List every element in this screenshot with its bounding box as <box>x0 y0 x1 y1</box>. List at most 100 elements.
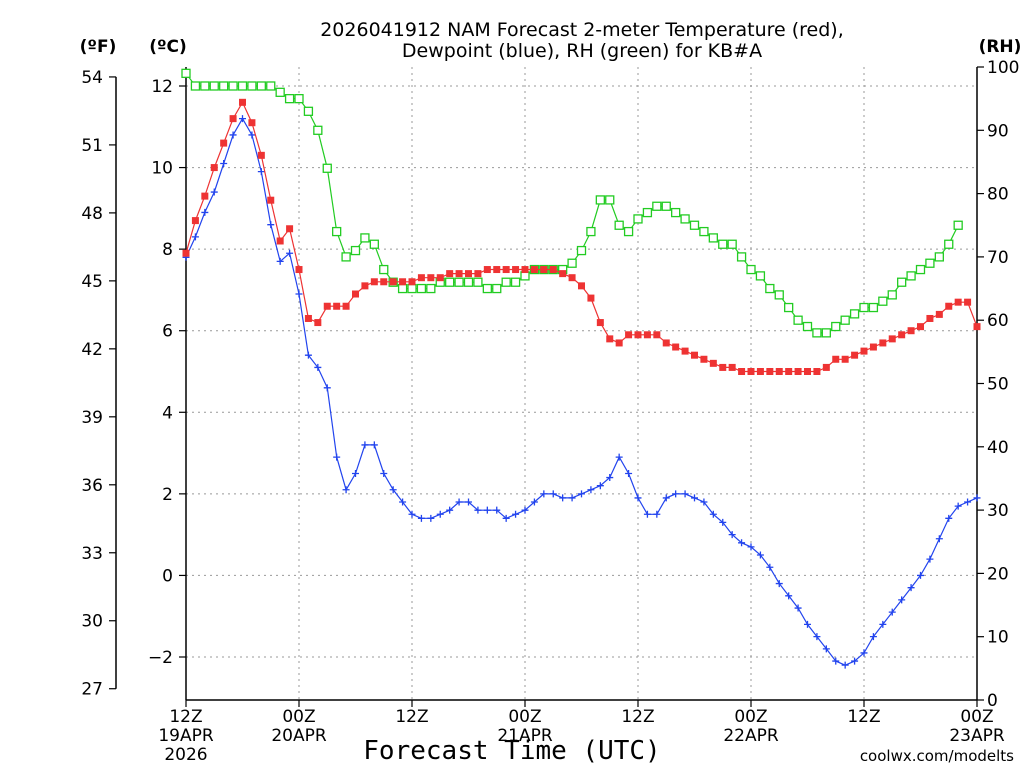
dewpoint-point <box>606 474 614 482</box>
dewpoint-point <box>681 490 689 498</box>
dewpoint-point <box>549 490 557 498</box>
temperature-point <box>841 355 849 363</box>
dewpoint-point <box>662 494 670 502</box>
rh-point <box>322 163 332 173</box>
dewpoint-line <box>185 117 978 666</box>
temperature-point <box>352 290 359 298</box>
dewpoint-point <box>483 506 491 514</box>
temperature-point <box>267 196 275 204</box>
dewpoint-point <box>869 633 877 641</box>
rh-tick-label: 20 <box>987 564 1009 584</box>
temperature-point <box>493 266 501 274</box>
dewpoint-point <box>267 221 275 229</box>
time-tick-label-hour: 12Z <box>847 707 880 727</box>
dewpoint-point <box>201 208 209 216</box>
rh-point <box>718 239 728 249</box>
time-tick-label-hour: 00Z <box>282 707 315 727</box>
dewpoint-point <box>417 514 425 522</box>
rh-point <box>209 81 219 91</box>
dewpoint-point <box>907 584 915 592</box>
rh-point <box>275 87 285 97</box>
dewpoint-point <box>295 290 303 298</box>
time-tick-label-date: 19APR <box>158 726 214 746</box>
dewpoint-point <box>323 384 331 392</box>
dewpoint-point <box>813 633 821 641</box>
dewpoint-point <box>436 510 444 518</box>
temperature-point <box>408 278 416 286</box>
dewpoint-point <box>785 592 793 600</box>
rh-point <box>605 195 615 205</box>
dewpoint-series <box>182 115 981 669</box>
dewpoint-point <box>709 510 717 518</box>
rh-point <box>510 277 521 287</box>
rh-point <box>915 264 926 275</box>
dewpoint-point <box>191 233 199 241</box>
temperature-point <box>455 270 463 278</box>
rh-point <box>379 264 389 275</box>
temperature-point <box>596 319 604 327</box>
rh-point <box>313 125 323 135</box>
temperature-point <box>389 278 397 286</box>
temperature-point <box>851 351 859 359</box>
celsius-tick-label: 6 <box>162 322 173 342</box>
dewpoint-point <box>408 510 416 518</box>
temperature-point <box>559 270 567 278</box>
temperature-point <box>549 266 557 274</box>
dewpoint-point <box>465 498 472 506</box>
dewpoint-point <box>653 510 661 518</box>
temperature-point <box>276 237 284 245</box>
temperature-series <box>182 98 981 375</box>
temperature-point <box>512 266 520 274</box>
dewpoint-point <box>719 518 727 526</box>
time-tick-label-hour: 00Z <box>508 707 541 727</box>
fahrenheit-tick-label: 27 <box>81 680 103 700</box>
temperature-point <box>361 282 369 290</box>
dewpoint-point <box>248 131 256 139</box>
rh-point <box>190 81 201 91</box>
fahrenheit-tick-label: 30 <box>81 612 103 632</box>
rh-point <box>256 81 266 91</box>
temperature-point <box>917 323 924 331</box>
rh-point <box>708 233 718 243</box>
temperature-point <box>436 274 444 282</box>
rh-point <box>727 239 737 249</box>
dewpoint-point <box>888 608 896 616</box>
rh-point <box>887 290 897 300</box>
temperature-point <box>860 347 868 355</box>
time-tick-label-date: 22APR <box>723 726 779 746</box>
temperature-point <box>578 282 585 290</box>
temperature-point <box>304 314 312 322</box>
temperature-point <box>822 363 830 371</box>
rh-point <box>407 283 417 294</box>
dewpoint-point <box>276 257 284 265</box>
temperature-point <box>229 115 237 123</box>
chart-title-line2: Dewpoint (blue), RH (green) for KB#A <box>402 40 762 62</box>
dewpoint-point <box>512 510 520 518</box>
time-tick-label-hour: 00Z <box>960 707 993 727</box>
temperature-point <box>945 302 953 310</box>
dewpoint-point <box>728 531 736 539</box>
temperature-point <box>483 266 491 274</box>
temperature-point <box>634 331 642 339</box>
dewpoint-point <box>239 115 246 123</box>
dewpoint-point <box>333 453 341 461</box>
dewpoint-point <box>615 453 623 461</box>
temperature-point <box>832 355 840 363</box>
dewpoint-point <box>314 363 322 371</box>
dewpoint-point <box>851 657 859 665</box>
temperature-point <box>201 192 209 200</box>
rh-point <box>680 214 690 224</box>
temperature-point <box>794 368 802 375</box>
rh-point <box>765 283 775 294</box>
dewpoint-point <box>775 580 783 588</box>
grid-lines <box>186 67 977 700</box>
dewpoint-point <box>455 498 463 506</box>
dewpoint-point <box>935 535 943 543</box>
temperature-point <box>681 347 689 355</box>
rh-point <box>350 245 361 256</box>
rh-tick-label: 0 <box>987 691 998 711</box>
dewpoint-point <box>521 506 529 514</box>
temperature-point <box>191 217 199 225</box>
